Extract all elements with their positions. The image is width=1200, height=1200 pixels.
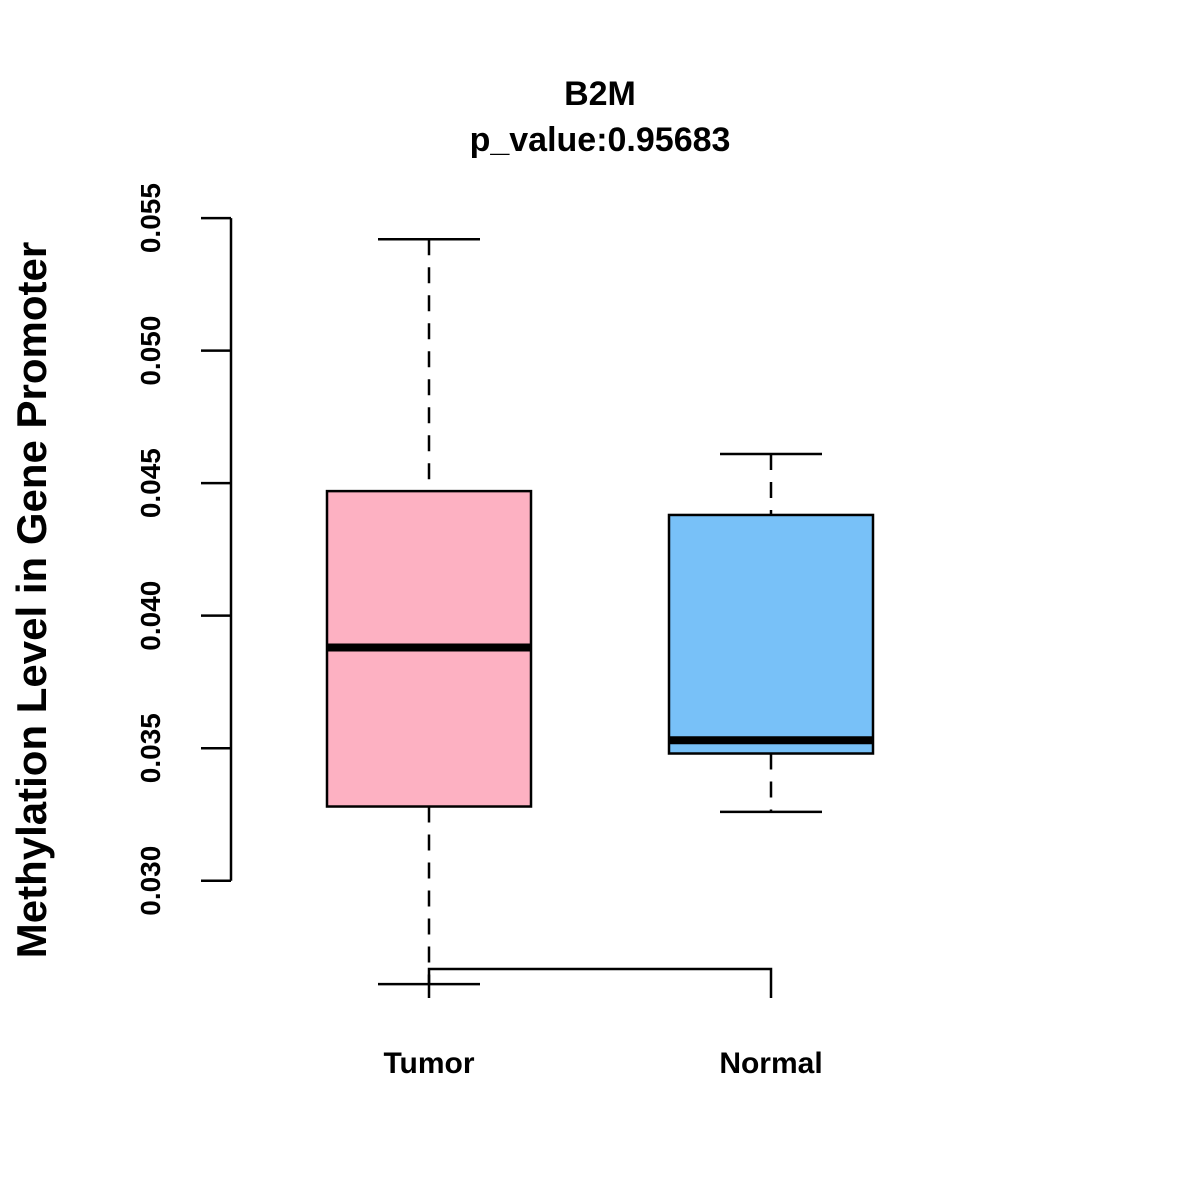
box-tumor bbox=[325, 238, 533, 986]
box-normal bbox=[667, 452, 875, 814]
x-category-label: Normal bbox=[719, 1047, 822, 1080]
chart-subtitle: p_value:0.95683 bbox=[470, 121, 731, 159]
y-tick-label: 0.035 bbox=[135, 713, 166, 783]
bracket-line bbox=[427, 967, 773, 998]
boxes-layer bbox=[325, 238, 875, 986]
y-axis: 0.030 0.035 0.040 0.045 0.050 0.055 bbox=[135, 183, 233, 916]
x-axis-labels: Tumor Normal bbox=[383, 1047, 822, 1080]
y-tick-label: 0.030 bbox=[135, 846, 166, 916]
y-tick-label: 0.040 bbox=[135, 581, 166, 651]
chart-title: B2M bbox=[564, 75, 636, 113]
iqr-box bbox=[667, 513, 875, 755]
y-tick-label: 0.050 bbox=[135, 316, 166, 386]
comparison-bracket bbox=[427, 967, 773, 998]
y-tick-label: 0.055 bbox=[135, 183, 166, 253]
y-tick-label: 0.045 bbox=[135, 448, 166, 518]
y-axis-label: Methylation Level in Gene Promoter bbox=[8, 242, 55, 958]
x-category-label: Tumor bbox=[383, 1047, 474, 1080]
